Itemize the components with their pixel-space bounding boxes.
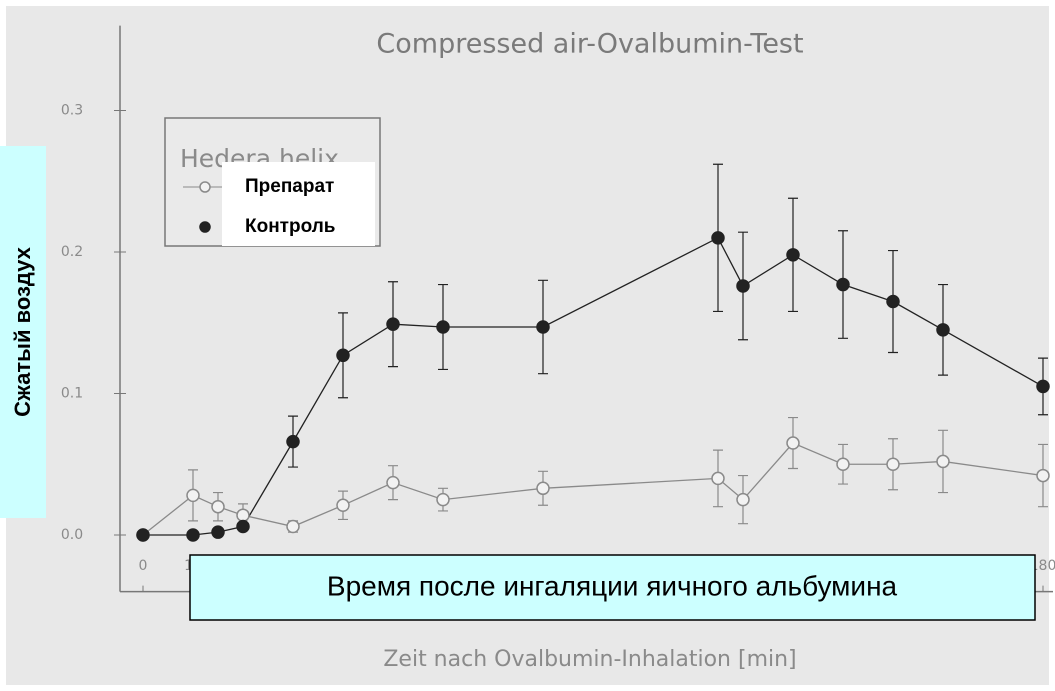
x-label-overlay: Время после ингаляции яичного альбумина <box>189 554 1036 621</box>
legend-label: Контроль <box>245 216 335 237</box>
marker <box>736 492 750 507</box>
marker <box>886 457 900 471</box>
marker <box>536 320 550 334</box>
marker <box>736 279 750 293</box>
marker <box>199 181 211 193</box>
y-label-overlay: Сжатый воздух <box>0 146 46 518</box>
marker <box>886 294 900 309</box>
marker <box>236 508 250 522</box>
x-axis-label: Zeit nach Ovalbumin-Inhalation [min] <box>383 647 796 672</box>
marker <box>336 498 350 513</box>
y-label-box <box>0 146 46 518</box>
marker <box>286 519 300 534</box>
legend-label: Препарат <box>245 176 334 197</box>
marker <box>386 317 400 331</box>
marker <box>936 454 950 469</box>
y-tick-label: 0.3 <box>61 103 83 119</box>
marker <box>536 481 550 496</box>
marker <box>1036 379 1050 394</box>
marker <box>236 519 250 534</box>
marker <box>136 528 150 542</box>
marker <box>786 436 800 450</box>
marker <box>711 471 725 486</box>
marker <box>286 434 300 449</box>
x-label-box <box>189 554 1036 621</box>
marker <box>1036 468 1050 483</box>
x-tick-label: 180 <box>1030 558 1055 574</box>
marker <box>936 323 950 337</box>
chart-title: Compressed air-Ovalbumin-Test <box>376 29 803 60</box>
x-tick-label: 0 <box>139 558 148 574</box>
legend-label-box <box>222 162 375 246</box>
marker <box>436 492 450 507</box>
marker <box>386 475 400 490</box>
legend-markers <box>183 181 225 233</box>
marker <box>186 488 200 503</box>
marker <box>436 320 450 334</box>
marker <box>211 499 225 514</box>
marker <box>836 277 850 292</box>
marker <box>199 221 211 233</box>
marker <box>836 457 850 471</box>
marker <box>336 348 350 363</box>
y-axis-label: Сжатый воздух <box>10 246 35 417</box>
marker <box>186 528 200 542</box>
marker <box>211 525 225 539</box>
series-line <box>142 442 1044 536</box>
legend: Hedera helix Препарат Контроль <box>164 117 381 247</box>
marker <box>711 231 725 245</box>
x-overlay-label: Время после ингаляции яичного альбумина <box>327 570 898 601</box>
marker <box>786 248 800 262</box>
series-line <box>143 236 1044 536</box>
y-tick-label: 0.2 <box>61 244 83 260</box>
y-tick-label: 0.1 <box>61 386 83 402</box>
y-tick-label: 0.0 <box>61 527 83 543</box>
